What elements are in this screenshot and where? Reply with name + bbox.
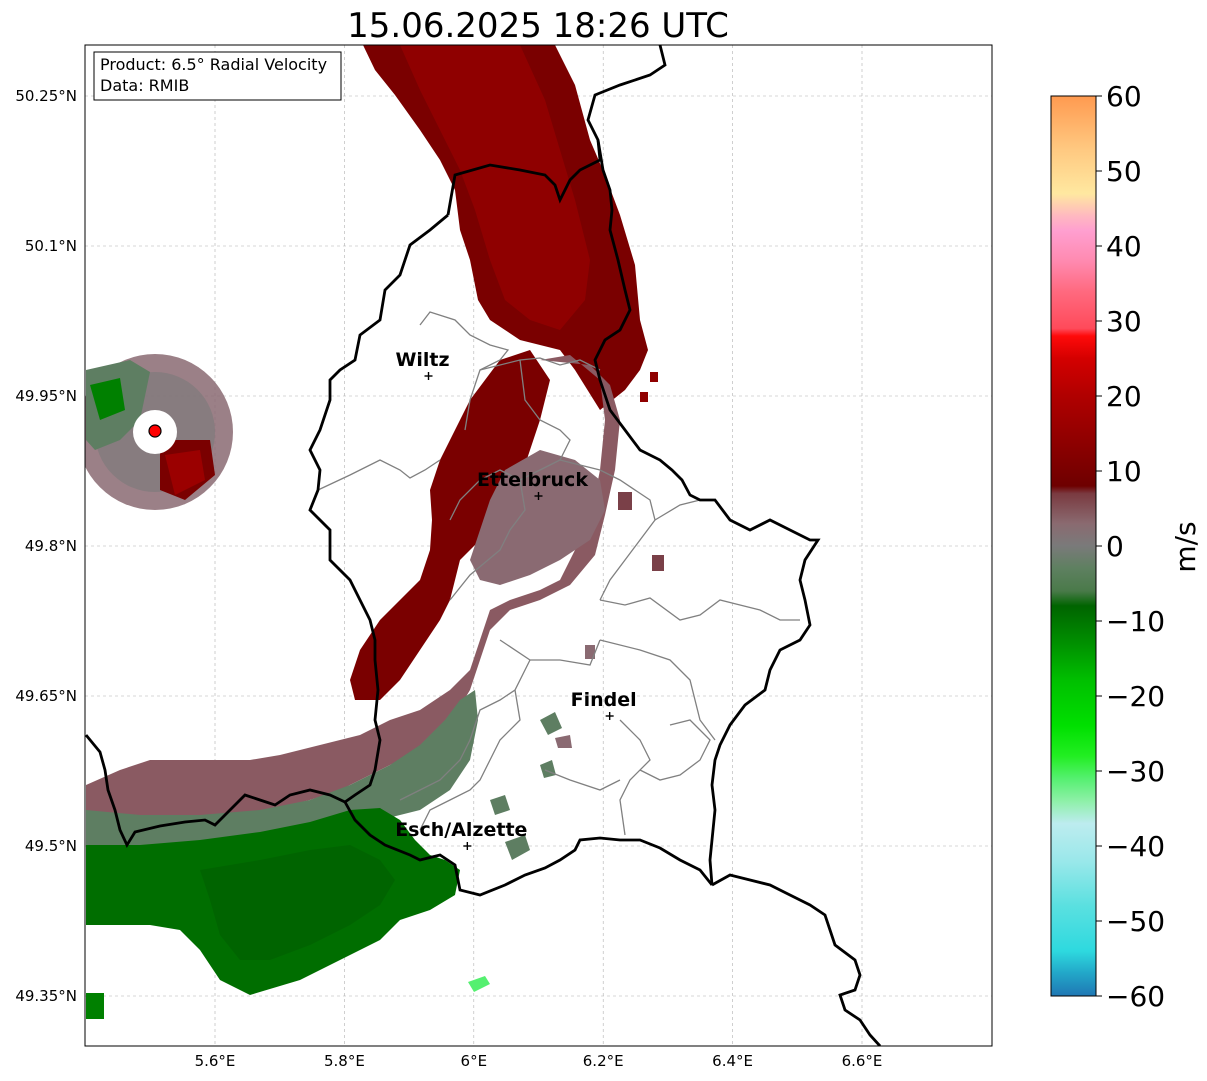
echo-fragment: [468, 976, 490, 992]
info-box-frame: [93, 51, 342, 101]
lat-tick-label: 49.35°N: [15, 987, 77, 1005]
map-content: Wiltz Ettelbruck Findel Esch/Alzette: [85, 45, 992, 1046]
lon-tick-label: 6.6°E: [842, 1052, 883, 1070]
colorbar-label: m/s: [1169, 521, 1202, 572]
city-label: Findel: [571, 689, 637, 711]
colorbar-tick-label: 10: [1106, 455, 1142, 488]
colorbar-tick-label: 20: [1106, 380, 1142, 413]
lon-tick-label: 6°E: [461, 1052, 488, 1070]
lon-tick-labels: 5.6°E 5.8°E 6°E 6.2°E 6.4°E 6.6°E: [195, 1052, 883, 1070]
lat-tick-labels: 50.25°N 50.1°N 49.95°N 49.8°N 49.65°N 49.5°N 4…: [15, 87, 77, 1005]
echo-outbound-north-inner: [400, 45, 590, 330]
city-label: Esch/Alzette: [395, 819, 527, 841]
radar-site-marker: [148, 424, 162, 438]
echo-fragment: [618, 492, 632, 510]
country-borders: [85, 45, 882, 1046]
canton-boundaries: [317, 311, 800, 836]
echo-fragment: [585, 645, 595, 659]
colorbar-tick-label: −10: [1106, 605, 1165, 638]
info-product: Product: 6.5° Radial Velocity: [100, 55, 327, 74]
echo-weak-outbound-2: [470, 450, 605, 585]
border-lu-be-de-north: [446, 45, 667, 216]
echo-fragment: [652, 555, 664, 571]
echo-fragment: [640, 392, 648, 402]
echo-fragment: [86, 993, 104, 1019]
colorbar-tick-label: −50: [1106, 905, 1165, 938]
colorbar-gradient: [1051, 96, 1096, 996]
border-lu-east: [593, 139, 821, 886]
echo-fragment: [555, 735, 572, 748]
lat-tick-label: 49.95°N: [15, 387, 77, 405]
border-de-fr-south: [711, 873, 882, 1046]
colorbar-tick-label: 30: [1106, 305, 1142, 338]
echo-inbound-south-inner: [200, 845, 395, 960]
lat-tick-label: 49.8°N: [25, 537, 77, 555]
lon-tick-label: 6.2°E: [583, 1052, 624, 1070]
border-lu-west: [85, 213, 449, 848]
colorbar-tick-label: −30: [1106, 755, 1165, 788]
echo-outbound-central: [350, 350, 550, 700]
radar-echoes: [85, 45, 664, 1019]
echo-fragment: [505, 835, 530, 860]
border-lu-fr-south: [343, 801, 714, 897]
colorbar: 60 50 40 30 20 10 0 −10 −20 −30 −40 −50 −60 m/s: [1050, 80, 1202, 1013]
colorbar-tick-label: −60: [1106, 980, 1165, 1013]
lat-tick-label: 50.1°N: [25, 237, 77, 255]
map-frame: [84, 44, 993, 1047]
colorbar-tick-label: 0: [1106, 530, 1124, 563]
echo-weak-outbound: [86, 355, 620, 815]
colorbar-ticks: 60 50 40 30 20 10 0 −10 −20 −30 −40 −50 −60: [1096, 80, 1165, 1013]
colorbar-tick-label: −20: [1106, 680, 1165, 713]
colorbar-tick-label: −40: [1106, 830, 1165, 863]
colorbar-tick-label: 60: [1106, 80, 1142, 113]
lon-tick-label: 5.6°E: [195, 1052, 236, 1070]
lat-tick-label: 49.5°N: [25, 837, 77, 855]
city-label: Ettelbruck: [477, 469, 588, 491]
lat-tick-label: 49.65°N: [15, 687, 77, 705]
city-labels: Wiltz Ettelbruck Findel Esch/Alzette: [395, 349, 637, 850]
map-title: 15.06.2025 18:26 UTC: [347, 6, 729, 46]
echo-fragment: [650, 372, 658, 382]
info-source: Data: RMIB: [100, 76, 189, 95]
colorbar-tick-label: 40: [1106, 230, 1142, 263]
info-box: Product: 6.5° Radial Velocity Data: RMIB: [93, 51, 342, 101]
lon-tick-label: 6.4°E: [712, 1052, 753, 1070]
city-label: Wiltz: [395, 349, 449, 371]
lon-tick-label: 5.8°E: [324, 1052, 365, 1070]
lat-tick-label: 50.25°N: [15, 87, 77, 105]
colorbar-tick-label: 50: [1106, 155, 1142, 188]
echo-fragment: [490, 795, 510, 815]
echo-fragment: [540, 712, 562, 735]
